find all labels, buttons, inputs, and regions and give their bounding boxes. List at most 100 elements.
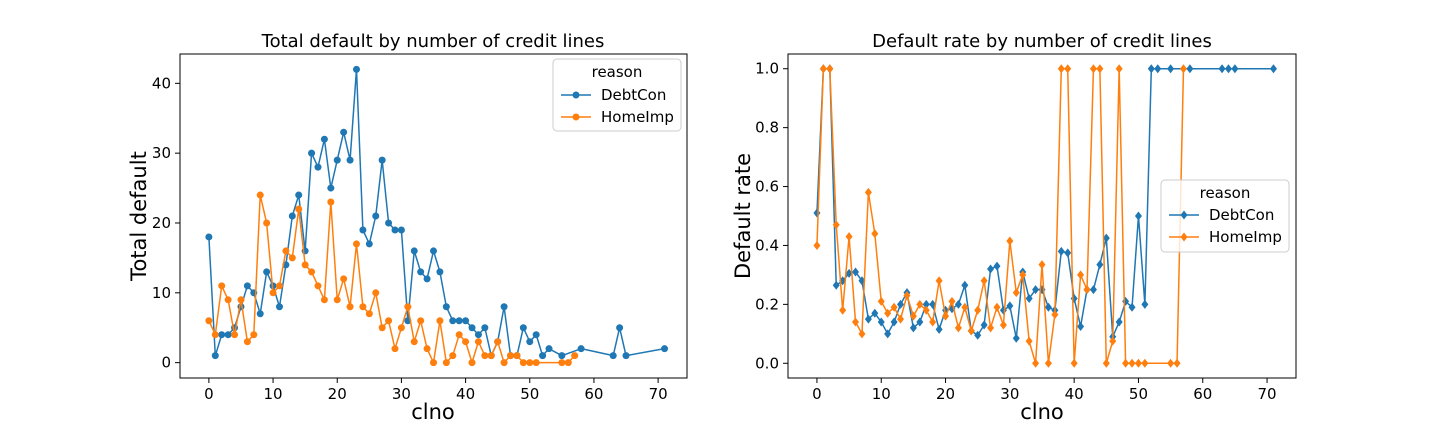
left-chart-point-debtcon [340,128,348,136]
left-chart-point-debtcon [372,212,380,220]
right-chart-x-tick-label: 10 [872,385,891,403]
left-chart-point-debtcon [346,156,354,164]
left-chart-point-homeimp [519,359,527,367]
left-chart-point-debtcon [397,226,405,234]
left-chart-point-debtcon [320,135,328,143]
right-chart-point-homeimp [935,276,943,286]
left-chart-point-homeimp [346,303,354,311]
left-chart-point-debtcon [333,156,341,164]
left-chart-point-debtcon [417,268,425,276]
right-chart-point-homeimp [974,305,982,315]
right-chart-y-tick-label: 0.0 [755,354,779,372]
right-chart-point-homeimp [858,329,866,339]
left-chart-x-tick-label: 40 [456,385,475,403]
right-legend-label-debtcon: DebtCon [1209,206,1274,224]
right-chart-point-homeimp [987,323,995,333]
right-chart-point-homeimp [1077,270,1085,280]
right-chart-point-homeimp [1134,358,1142,368]
right-chart-point-debtcon [884,329,892,339]
left-chart-y-tick-label: 30 [152,144,171,162]
left-chart-point-homeimp [397,324,405,332]
right-chart-point-debtcon [1154,64,1162,74]
left-chart-y-tick-label: 20 [152,214,171,232]
left-chart-point-debtcon [275,303,283,311]
left-chart-frame [179,53,688,379]
left-chart-point-debtcon [352,65,360,73]
right-chart-x-tick-label: 60 [1193,385,1212,403]
left-chart-point-homeimp [308,268,316,276]
right-chart-point-homeimp [864,187,872,197]
left-chart-point-debtcon [308,149,316,157]
right-chart-point-debtcon [1186,64,1194,74]
left-chart-point-debtcon [211,352,219,360]
right-chart-point-homeimp [1006,236,1014,246]
right-chart-y-tick-label: 0.2 [755,295,779,313]
right-chart-point-debtcon [1147,64,1155,74]
right-chart-point-debtcon [1115,317,1123,327]
left-chart-point-homeimp [391,345,399,353]
right-chart-point-homeimp [839,305,847,315]
left-chart-point-debtcon [218,331,226,339]
right-chart-point-debtcon [1032,285,1040,295]
left-legend-marker-homeimp [572,113,580,121]
right-chart-point-homeimp [1012,288,1020,298]
left-chart-point-homeimp [250,331,258,339]
right-chart-point-debtcon [1012,333,1020,343]
left-chart-point-debtcon [616,324,624,332]
left-chart-point-homeimp [526,359,534,367]
right-chart-point-homeimp [832,220,840,230]
left-chart-point-debtcon [378,156,386,164]
right-chart-point-debtcon [935,324,943,334]
left-chart-point-homeimp [320,296,328,304]
left-chart-point-debtcon [539,352,547,360]
left-chart-x-tick-label: 50 [520,385,539,403]
left-chart-point-homeimp [295,205,303,213]
left-chart-point-homeimp [359,303,367,311]
right-chart-point-homeimp [871,229,879,239]
right-chart-point-debtcon [1128,302,1136,312]
left-chart-point-homeimp [327,198,335,206]
left-chart-point-homeimp [275,282,283,290]
right-chart-point-homeimp [1089,64,1097,74]
left-chart-point-homeimp [436,317,444,325]
right-chart-point-homeimp [1019,270,1027,280]
left-chart-ylabel: Total default [127,151,151,282]
left-chart-point-debtcon [449,317,457,325]
left-chart-x-tick-label: 10 [264,385,283,403]
right-chart-y-tick-label: 0.4 [755,236,779,254]
right-chart-point-homeimp [1025,336,1033,346]
left-chart-point-homeimp [378,324,386,332]
right-chart-y-tick-label: 0.6 [755,178,779,196]
left-legend-label-debtcon: DebtCon [601,86,666,104]
left-chart-point-homeimp [430,359,437,367]
left-chart-point-debtcon [430,247,437,255]
right-chart-point-homeimp [819,64,827,74]
right-chart-ylabel: Default rate [731,153,755,279]
left-chart-x-tick-label: 30 [392,385,411,403]
left-chart-title: Total default by number of credit lines [261,31,605,52]
left-chart-point-homeimp [442,359,450,367]
right-chart-point-debtcon [890,317,898,327]
left-chart-point-homeimp [231,331,239,339]
left-chart-point-homeimp [487,352,495,360]
right-chart-point-debtcon [1218,64,1226,74]
left-chart-point-debtcon [462,317,470,325]
left-chart-point-homeimp [372,289,380,297]
left-chart-point-debtcon [474,331,482,339]
right-chart-x-tick-label: 0 [812,385,822,403]
left-chart-point-debtcon [519,324,527,332]
right-chart-point-homeimp [1128,358,1136,368]
left-legend-box [552,58,682,132]
right-chart-point-debtcon [1102,233,1110,243]
right-chart-point-homeimp [948,296,956,306]
left-chart-point-homeimp [269,289,277,297]
right-chart-point-homeimp [922,305,930,315]
right-chart-point-homeimp [1083,285,1091,295]
left-chart-point-debtcon [385,219,393,227]
left-chart-point-homeimp [455,331,463,339]
left-chart-point-homeimp [494,338,502,346]
left-chart-point-debtcon [327,184,335,192]
right-chart-point-homeimp [1057,64,1065,74]
right-chart-point-homeimp [877,296,885,306]
left-chart-point-debtcon [532,331,540,339]
